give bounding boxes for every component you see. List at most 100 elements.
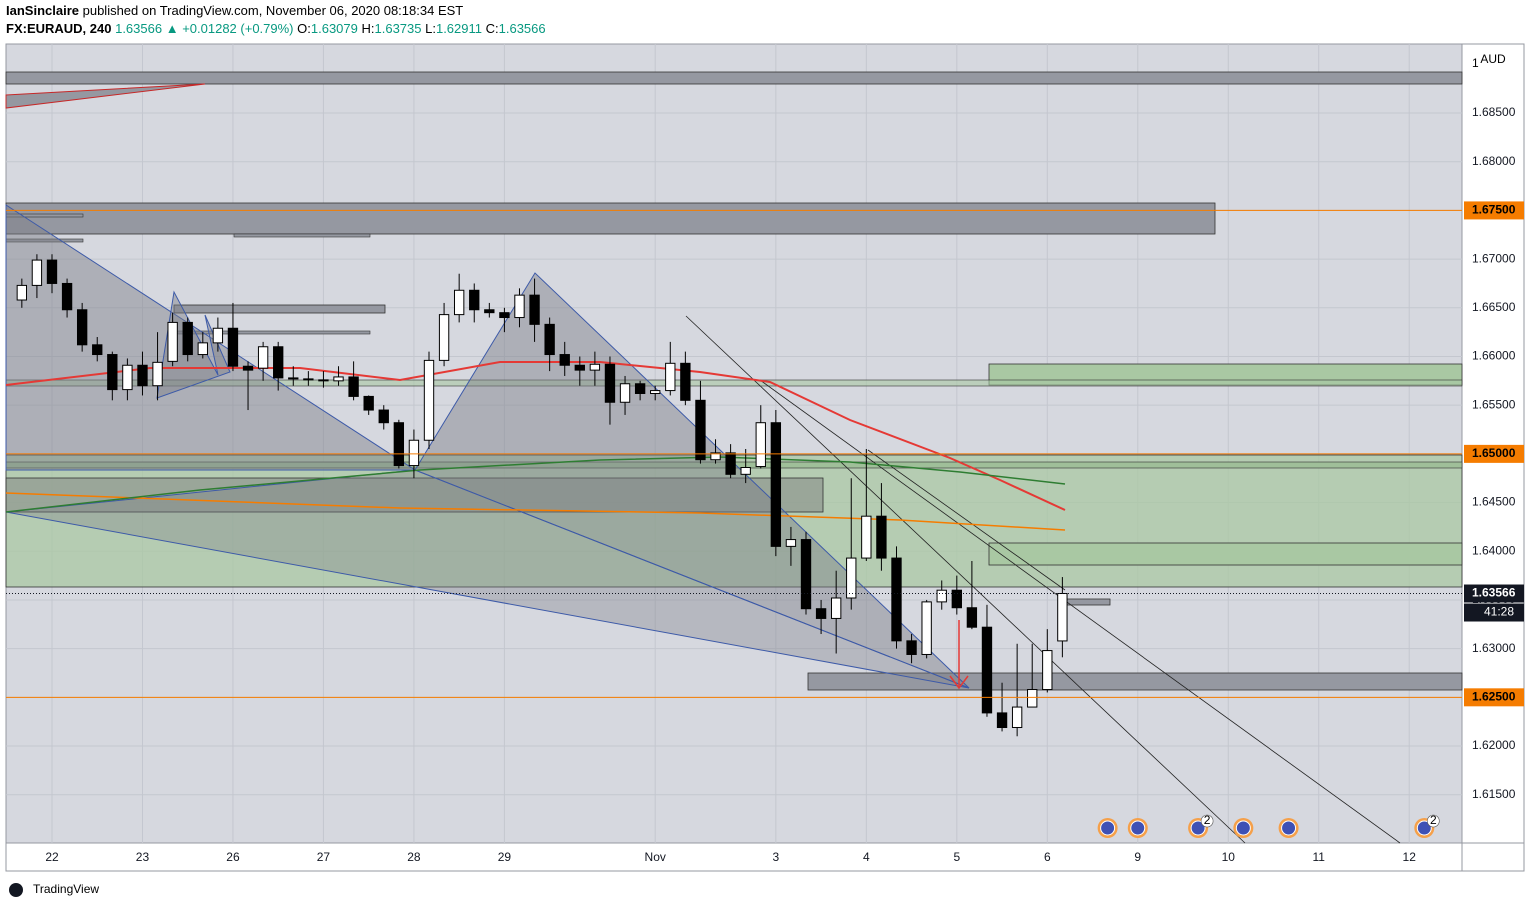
candle-body — [604, 363, 616, 403]
candle-body — [393, 422, 405, 467]
candle-body — [650, 390, 661, 394]
brand-logo — [9, 883, 23, 897]
candle-body — [740, 467, 751, 475]
candle-body — [544, 323, 555, 356]
y-tick-label: 1.65500 — [1472, 397, 1516, 411]
candle-body — [348, 376, 359, 397]
drawings — [5, 71, 1463, 844]
h-label: H: — [362, 21, 375, 36]
x-tick-label: 29 — [498, 850, 512, 864]
y-tick-label: 1.64500 — [1472, 495, 1516, 509]
candle-body — [634, 383, 646, 394]
candle-body — [499, 312, 510, 319]
c-value: 1.63566 — [499, 21, 546, 36]
change: ▲ +0.01282 (+0.79%) — [166, 21, 294, 36]
candle-body — [469, 289, 480, 311]
candle-body — [453, 289, 465, 316]
candle-body — [755, 422, 766, 468]
candle-body — [1027, 689, 1038, 708]
candle-body — [710, 452, 721, 461]
countdown-box — [1464, 603, 1524, 622]
candle-body — [936, 589, 947, 603]
candle-body — [408, 439, 420, 467]
axis-top-label: 1 — [1472, 56, 1479, 70]
candle-body — [182, 321, 193, 356]
candle-body — [770, 422, 782, 547]
h-value: 1.63735 — [375, 21, 422, 36]
axes: 1.615001.620001.625001.630001.635001.640… — [45, 105, 1524, 864]
candle-body — [333, 376, 344, 382]
currency: AUD — [1480, 52, 1506, 66]
candle-body — [1042, 650, 1053, 691]
candle-body — [227, 327, 239, 367]
candle-body — [137, 364, 148, 387]
footer: TradingView — [9, 882, 99, 897]
candle-body — [61, 282, 73, 311]
y-tick-label: 1.66500 — [1472, 300, 1516, 314]
event-icon-inner — [1190, 820, 1206, 836]
candle-body — [288, 377, 299, 380]
candle-body — [529, 294, 540, 325]
x-tick-label: 12 — [1403, 850, 1417, 864]
y-tick-label: 1.68000 — [1472, 154, 1516, 168]
y-tick-label: 1.63000 — [1472, 641, 1516, 655]
brand: TradingView — [33, 882, 99, 896]
moving-average-green — [5, 456, 1066, 513]
countdown: 41:28 — [1484, 605, 1514, 619]
candle-body — [16, 284, 28, 301]
candle-body — [438, 314, 450, 361]
candle-body — [167, 321, 178, 362]
candle-body — [257, 346, 269, 369]
x-tick-label: 4 — [863, 850, 870, 864]
gray-zone — [5, 71, 1463, 85]
price-label: 1.67500 — [1472, 203, 1516, 217]
x-tick-label: 9 — [1134, 850, 1141, 864]
candle-body — [212, 327, 224, 344]
candle-body — [981, 626, 993, 714]
gray-zone — [1063, 598, 1111, 606]
candle-body — [876, 515, 887, 559]
gray-zone — [5, 202, 1216, 235]
x-tick-label: 3 — [773, 850, 780, 864]
candle-body — [800, 539, 812, 610]
candle-body — [559, 354, 570, 366]
x-tick-label: Nov — [645, 850, 666, 864]
candle-body — [363, 395, 374, 411]
candle-body — [830, 597, 842, 619]
c-label: C: — [486, 21, 499, 36]
candle-body — [725, 452, 736, 475]
event-icon-inner — [1100, 820, 1116, 836]
symbol-line: FX:EURAUD, 240 1.63566 ▲ +0.01282 (+0.79… — [6, 21, 546, 36]
candle-body — [318, 379, 329, 382]
price-label: 1.65000 — [1472, 446, 1516, 460]
candle-body — [861, 515, 872, 559]
published: published on TradingView.com, November 0… — [83, 3, 464, 18]
gray-zone — [233, 233, 371, 238]
event-icon-inner — [1130, 820, 1146, 836]
price-label-box — [1464, 201, 1524, 220]
price-label-box — [1464, 688, 1524, 707]
candle-body — [891, 557, 902, 642]
candle-body — [46, 259, 58, 284]
candle-body — [423, 359, 435, 441]
candle-body — [152, 361, 163, 387]
current-price-label: 1.63566 — [1472, 586, 1516, 600]
x-tick-label: 22 — [45, 850, 59, 864]
gray-zone — [807, 672, 1463, 691]
candle-body — [785, 539, 797, 547]
gray-zone — [173, 304, 386, 314]
x-tick-label: 6 — [1044, 850, 1051, 864]
symbol: FX:EURAUD, 240 — [6, 21, 111, 36]
event-icon-inner — [1416, 820, 1432, 836]
x-tick-label: 28 — [407, 850, 421, 864]
candle-body — [484, 309, 495, 314]
gray-zone — [5, 477, 824, 513]
candle-body — [107, 354, 118, 391]
x-tick-label: 10 — [1222, 850, 1236, 864]
l-value: 1.62911 — [436, 21, 482, 36]
candle-body — [1057, 593, 1068, 642]
publisher: IanSinclaire — [6, 3, 79, 18]
o-label: O: — [297, 21, 311, 36]
candle-body — [197, 342, 208, 356]
